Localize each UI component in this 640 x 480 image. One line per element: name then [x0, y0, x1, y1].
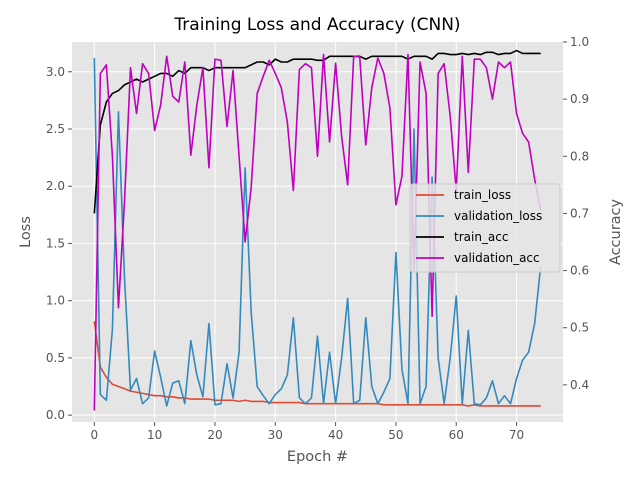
y2-tick-label: 1.0 — [570, 35, 589, 49]
y-tick-label: 2.5 — [46, 122, 65, 136]
legend-label: train_acc — [454, 230, 508, 244]
x-tick-label: 30 — [268, 428, 283, 442]
y-tick-label: 0.0 — [46, 408, 65, 422]
legend-box — [409, 183, 561, 273]
y-axis-label: Loss — [18, 216, 34, 248]
x-tick-label: 60 — [449, 428, 464, 442]
y2-tick-label: 0.4 — [570, 378, 589, 392]
x-tick-label: 0 — [90, 428, 98, 442]
x-tick-label: 40 — [328, 428, 343, 442]
x-tick-label: 10 — [147, 428, 162, 442]
y2-tick-label: 0.7 — [570, 206, 589, 220]
y2-tick-label: 0.6 — [570, 264, 589, 278]
x-axis-ticks: 0 10 20 30 40 50 60 70 — [90, 422, 524, 442]
x-axis-label: Epoch # — [287, 449, 348, 465]
legend-label: validation_loss — [454, 209, 542, 223]
y-tick-label: 1.5 — [46, 236, 65, 250]
y-axis-ticks: 0.0 0.5 1.0 1.5 2.0 2.5 3.0 — [46, 65, 72, 422]
x-tick-label: 20 — [207, 428, 222, 442]
y2-tick-label: 0.9 — [570, 92, 589, 106]
y2-tick-label: 0.8 — [570, 149, 589, 163]
series-lines — [93, 49, 542, 411]
y2-axis-ticks: 0.4 0.5 0.6 0.7 0.8 0.9 1.0 — [563, 35, 589, 392]
series-line-validation-acc — [93, 53, 542, 411]
y-tick-label: 0.5 — [46, 351, 65, 365]
y-tick-label: 3.0 — [46, 65, 65, 79]
legend: train_loss validation_loss train_accvalida… — [409, 183, 561, 273]
y2-axis-label: Accuracy — [608, 198, 624, 265]
y-tick-label: 2.0 — [46, 179, 65, 193]
chart-title: Training Loss and Accuracy (CNN) — [173, 15, 460, 35]
legend-label: train_loss — [454, 188, 511, 202]
legend-label: validation_acc — [454, 251, 540, 265]
x-tick-label: 50 — [388, 428, 403, 442]
x-tick-label: 70 — [509, 428, 524, 442]
y-tick-label: 1.0 — [46, 294, 65, 308]
y2-tick-label: 0.5 — [570, 321, 589, 335]
series-line-validation-loss — [93, 58, 542, 407]
